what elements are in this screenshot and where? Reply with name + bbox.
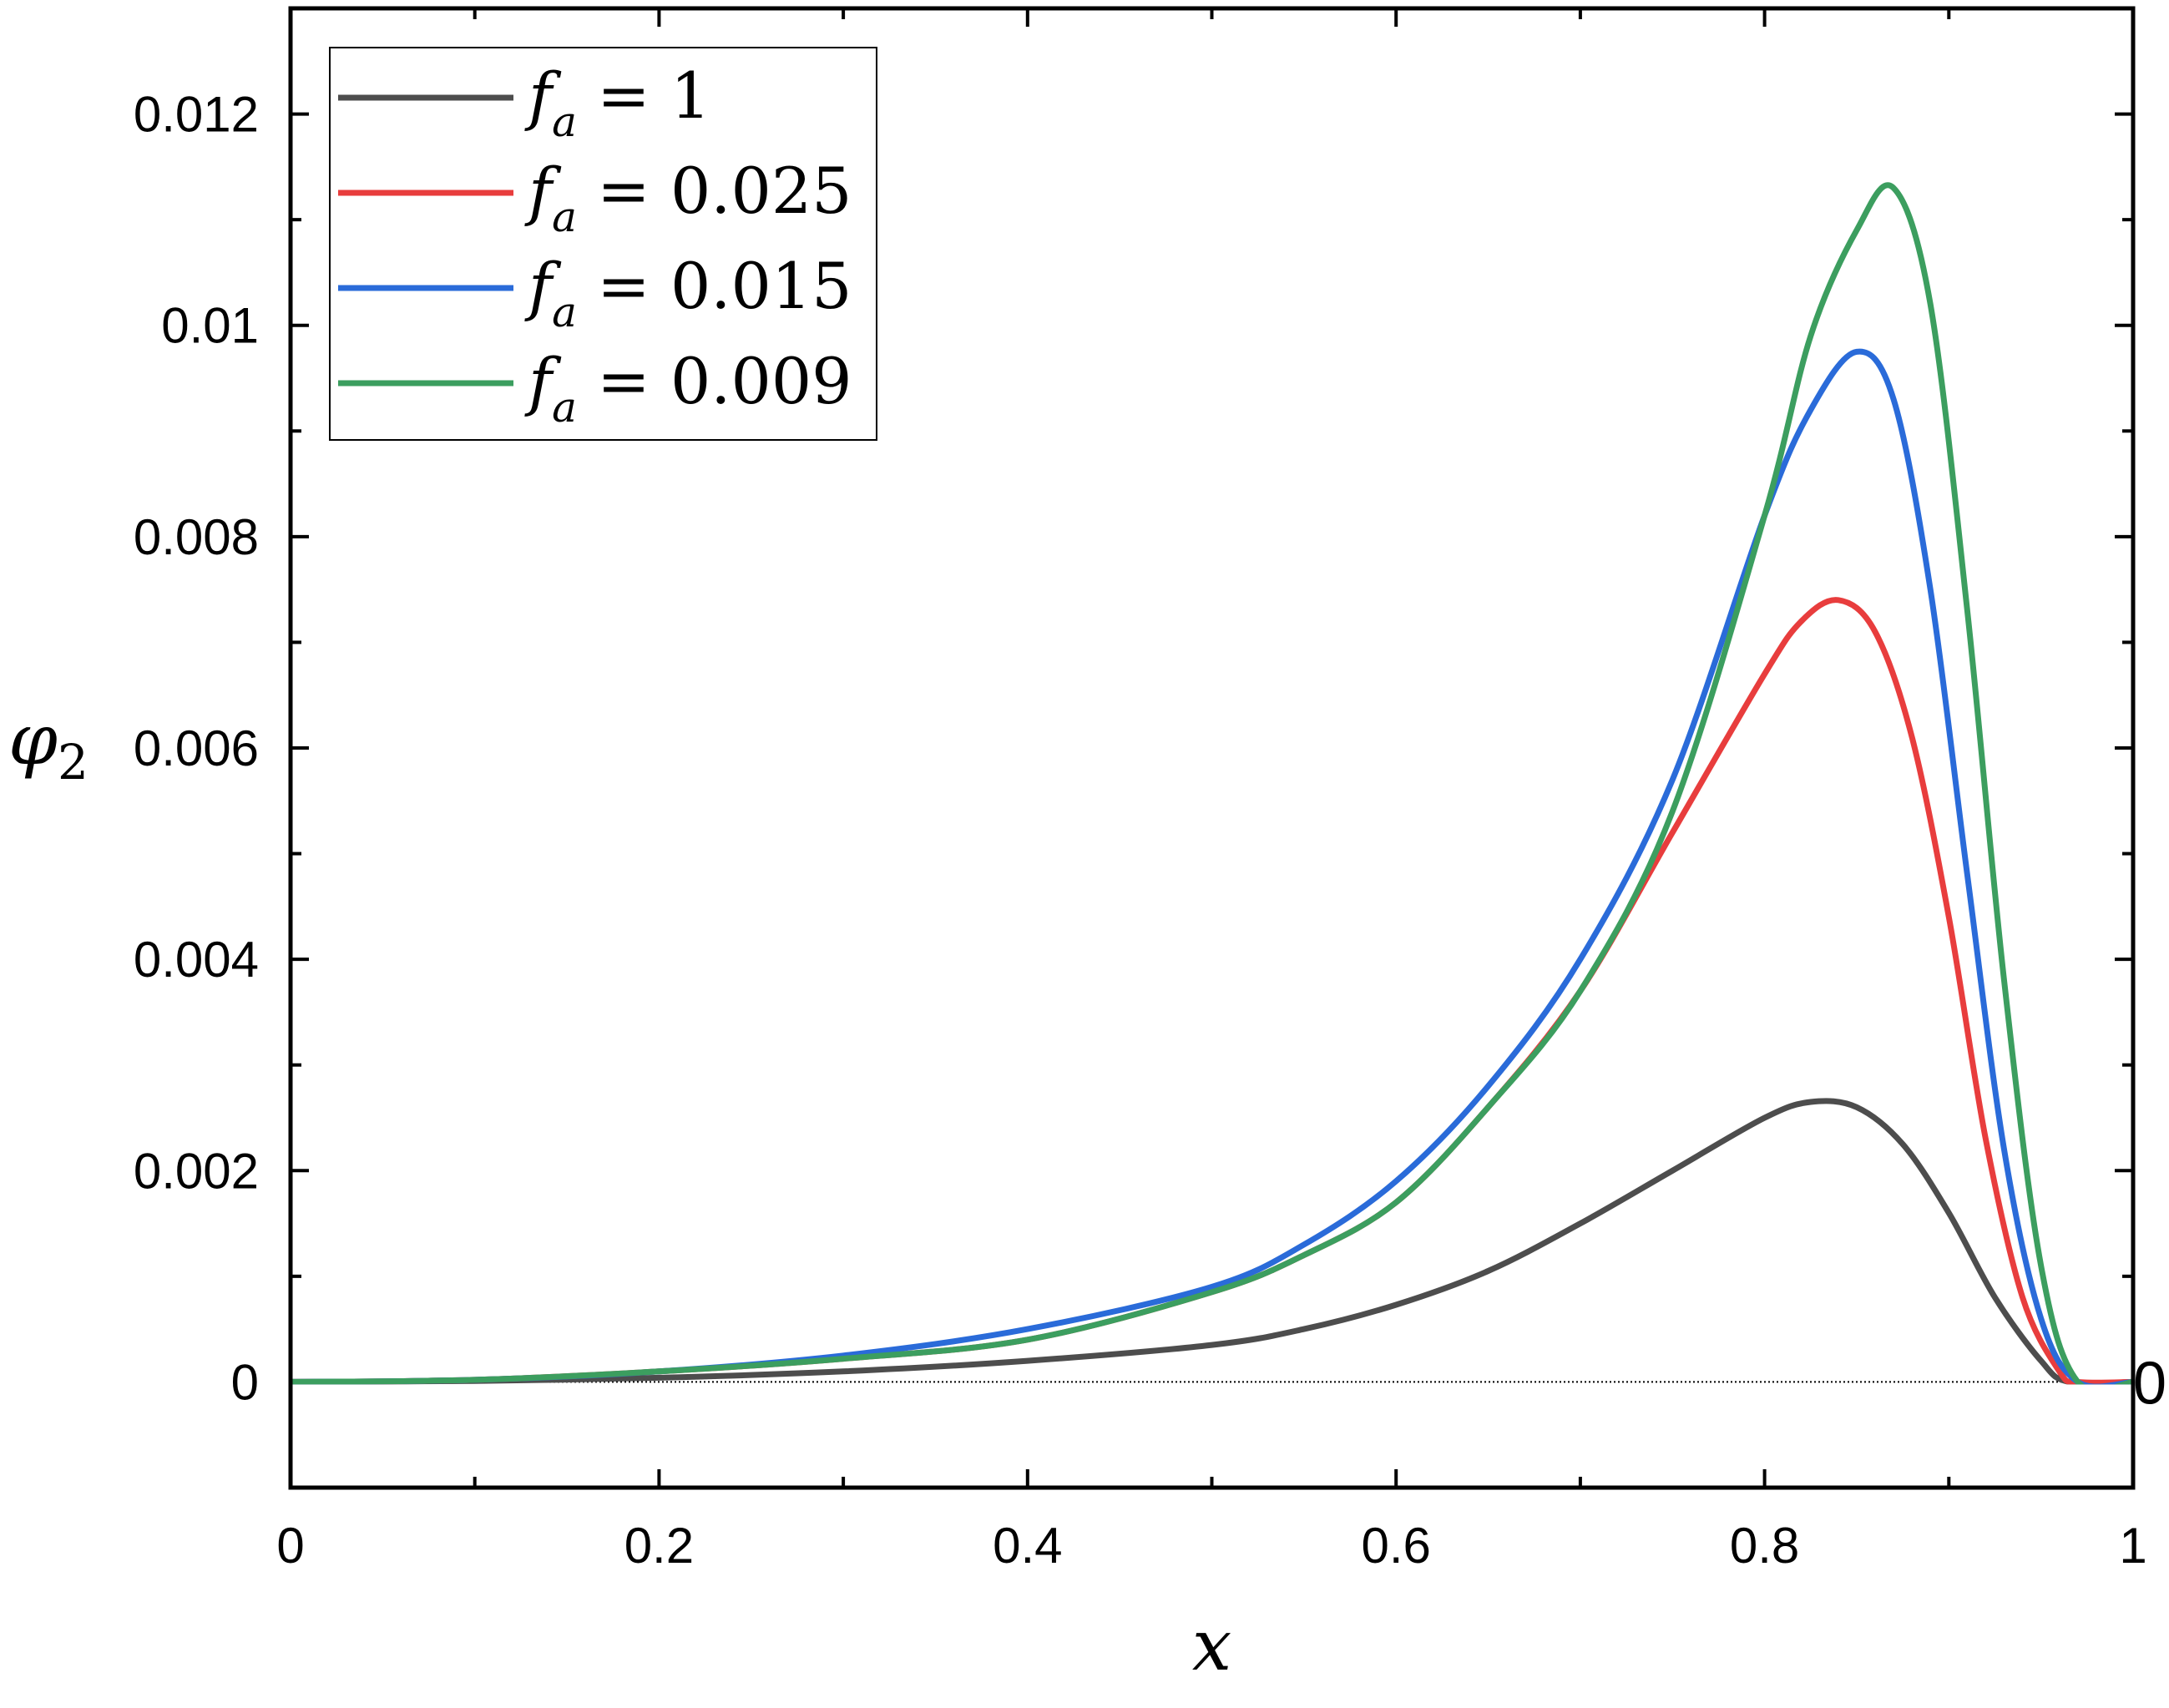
y-tick-label: 0.008	[134, 509, 259, 565]
series-layer	[291, 182, 2133, 1385]
y-axis-subscript: 2	[58, 734, 88, 791]
x-tick-label: 0.8	[1730, 1518, 1799, 1574]
x-tick-label: 0.2	[624, 1518, 694, 1574]
legend-label-0: fa = 1	[524, 58, 710, 146]
x-tick-label: 0.6	[1361, 1518, 1430, 1574]
tick-labels: 0 0.2 0.4 0.6 0.8 1 0 0.002 0.004 0.006 0.008 0.01 0…	[134, 87, 2147, 1574]
y-axis-symbol: φ	[8, 699, 58, 781]
x-axis-title: x	[1192, 1604, 1231, 1686]
legend-label-3: fa = 0.009	[524, 344, 852, 432]
y-tick-label: 0.006	[134, 720, 259, 776]
series-line-3	[291, 182, 2133, 1385]
y-tick-label: 0.002	[134, 1143, 259, 1199]
y-axis-title: φ2	[8, 699, 88, 791]
legend-box	[329, 47, 877, 441]
y-tick-label: 0.01	[161, 298, 259, 354]
legend-label-2: fa = 0.015	[524, 249, 852, 336]
y-tick-label: 0	[231, 1354, 259, 1410]
right-axis-zero-label: 0	[2133, 1350, 2166, 1417]
series-line-2	[291, 348, 2133, 1385]
x-tick-label: 0.4	[993, 1518, 1062, 1574]
plot-frame	[288, 6, 2136, 1490]
y-tick-label: 0.012	[134, 87, 259, 143]
series-line-1	[291, 597, 2133, 1385]
x-tick-label: 0	[276, 1518, 304, 1574]
series-line-0	[291, 1098, 2133, 1385]
x-tick-label: 1	[2119, 1518, 2146, 1574]
y-tick-label: 0.004	[134, 932, 259, 988]
